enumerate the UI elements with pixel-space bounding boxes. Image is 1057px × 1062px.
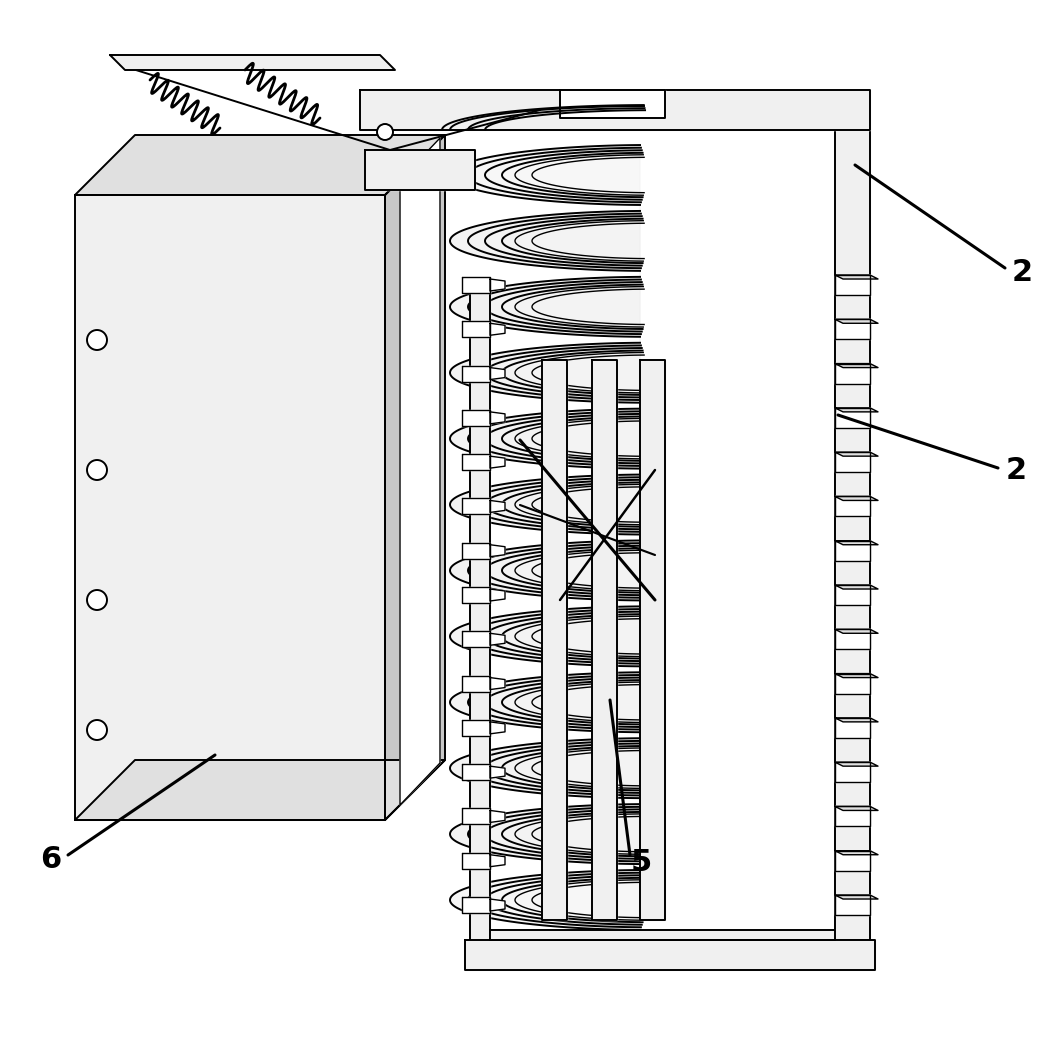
Polygon shape bbox=[490, 678, 505, 689]
Polygon shape bbox=[490, 367, 505, 379]
Polygon shape bbox=[835, 673, 870, 693]
Polygon shape bbox=[462, 808, 490, 824]
Polygon shape bbox=[835, 363, 878, 367]
Polygon shape bbox=[385, 135, 445, 820]
Polygon shape bbox=[835, 763, 870, 782]
Polygon shape bbox=[490, 930, 835, 940]
Polygon shape bbox=[470, 285, 490, 945]
Polygon shape bbox=[835, 673, 878, 678]
Polygon shape bbox=[835, 496, 878, 500]
Polygon shape bbox=[462, 897, 490, 913]
Polygon shape bbox=[450, 672, 639, 799]
Polygon shape bbox=[462, 675, 490, 691]
Polygon shape bbox=[835, 630, 870, 649]
Polygon shape bbox=[639, 360, 665, 920]
Polygon shape bbox=[450, 804, 639, 930]
Polygon shape bbox=[450, 277, 639, 402]
Polygon shape bbox=[462, 631, 490, 647]
Polygon shape bbox=[835, 585, 870, 605]
Polygon shape bbox=[835, 320, 870, 339]
Polygon shape bbox=[450, 475, 639, 600]
Polygon shape bbox=[835, 275, 878, 279]
Polygon shape bbox=[450, 541, 639, 666]
Polygon shape bbox=[490, 589, 505, 601]
Circle shape bbox=[87, 460, 107, 480]
Polygon shape bbox=[490, 900, 505, 911]
Polygon shape bbox=[462, 853, 490, 869]
Polygon shape bbox=[835, 408, 878, 412]
Polygon shape bbox=[490, 457, 505, 468]
Polygon shape bbox=[75, 195, 385, 820]
Polygon shape bbox=[490, 855, 505, 867]
Polygon shape bbox=[835, 275, 870, 295]
Polygon shape bbox=[75, 760, 445, 820]
Text: 6: 6 bbox=[40, 845, 61, 874]
Polygon shape bbox=[835, 408, 870, 428]
Polygon shape bbox=[450, 606, 639, 732]
Polygon shape bbox=[835, 541, 878, 545]
Polygon shape bbox=[835, 851, 870, 871]
Polygon shape bbox=[450, 145, 639, 271]
Polygon shape bbox=[835, 895, 878, 900]
Polygon shape bbox=[490, 722, 505, 734]
Polygon shape bbox=[835, 806, 870, 826]
Circle shape bbox=[87, 590, 107, 610]
Polygon shape bbox=[835, 130, 870, 940]
Polygon shape bbox=[462, 765, 490, 781]
Polygon shape bbox=[462, 365, 490, 381]
Polygon shape bbox=[450, 738, 639, 864]
Polygon shape bbox=[462, 720, 490, 736]
Polygon shape bbox=[592, 360, 617, 920]
Polygon shape bbox=[462, 543, 490, 559]
Polygon shape bbox=[835, 496, 870, 516]
Circle shape bbox=[87, 720, 107, 740]
Circle shape bbox=[87, 330, 107, 350]
Polygon shape bbox=[835, 630, 878, 633]
Polygon shape bbox=[835, 895, 870, 915]
Polygon shape bbox=[462, 498, 490, 514]
Polygon shape bbox=[835, 320, 878, 323]
Polygon shape bbox=[462, 322, 490, 338]
Polygon shape bbox=[450, 343, 639, 468]
Polygon shape bbox=[835, 541, 870, 561]
Polygon shape bbox=[490, 279, 505, 291]
Polygon shape bbox=[490, 412, 505, 424]
Polygon shape bbox=[360, 90, 870, 130]
Text: 5: 5 bbox=[631, 849, 652, 877]
Polygon shape bbox=[835, 763, 878, 766]
Polygon shape bbox=[835, 718, 878, 722]
Polygon shape bbox=[835, 806, 878, 810]
Polygon shape bbox=[450, 409, 639, 534]
Polygon shape bbox=[462, 587, 490, 603]
Polygon shape bbox=[462, 455, 490, 470]
Polygon shape bbox=[490, 810, 505, 822]
Polygon shape bbox=[462, 277, 490, 293]
Polygon shape bbox=[110, 55, 395, 70]
Polygon shape bbox=[835, 851, 878, 855]
Polygon shape bbox=[450, 211, 639, 337]
Polygon shape bbox=[465, 940, 875, 970]
Polygon shape bbox=[542, 360, 567, 920]
Polygon shape bbox=[75, 135, 445, 195]
Polygon shape bbox=[835, 452, 878, 457]
Polygon shape bbox=[400, 138, 440, 805]
Polygon shape bbox=[490, 766, 505, 778]
Circle shape bbox=[377, 124, 393, 140]
Polygon shape bbox=[835, 585, 878, 589]
Text: 2: 2 bbox=[1012, 258, 1033, 287]
Polygon shape bbox=[560, 90, 665, 118]
Text: 2: 2 bbox=[1005, 456, 1026, 485]
Polygon shape bbox=[490, 500, 505, 513]
Polygon shape bbox=[490, 323, 505, 336]
Polygon shape bbox=[490, 633, 505, 646]
Polygon shape bbox=[835, 718, 870, 738]
Polygon shape bbox=[365, 150, 475, 190]
Polygon shape bbox=[462, 410, 490, 426]
Polygon shape bbox=[835, 363, 870, 383]
Polygon shape bbox=[835, 452, 870, 473]
Polygon shape bbox=[490, 545, 505, 556]
